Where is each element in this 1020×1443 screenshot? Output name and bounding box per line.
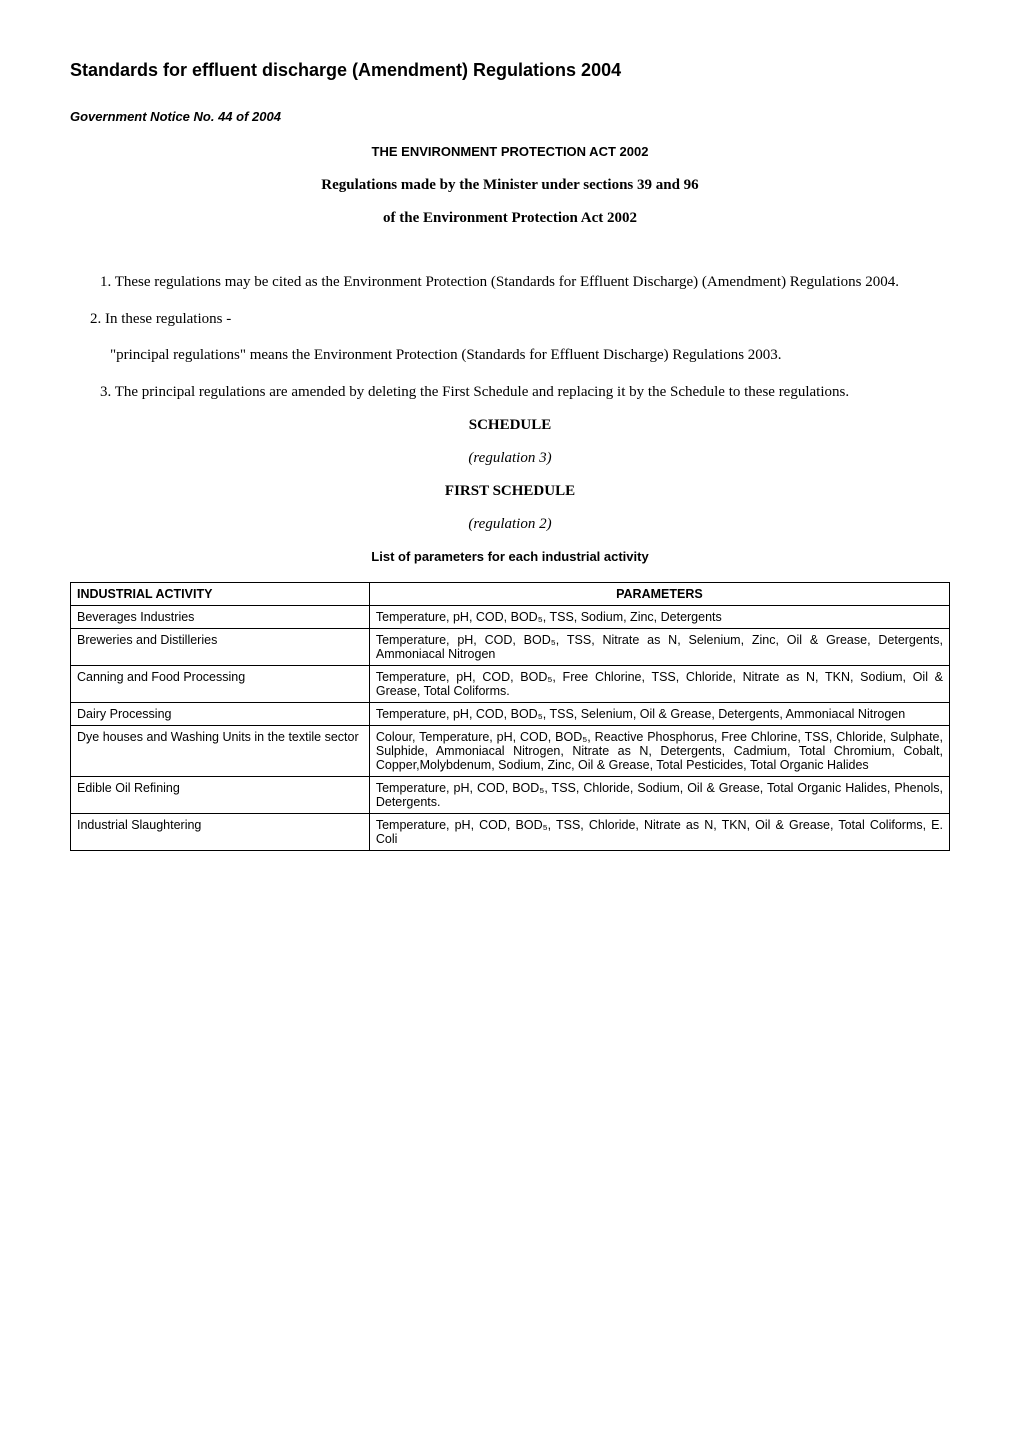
paragraph-1: 1. These regulations may be cited as the… <box>90 271 950 294</box>
activity-cell: Dairy Processing <box>71 703 370 726</box>
params-cell: Colour, Temperature, pH, COD, BOD₅, Reac… <box>369 726 949 777</box>
activity-cell: Dye houses and Washing Units in the text… <box>71 726 370 777</box>
list-heading: List of parameters for each industrial a… <box>70 549 950 564</box>
regulations-line-1: Regulations made by the Minister under s… <box>70 177 950 194</box>
table-row: Dairy Processing Temperature, pH, COD, B… <box>71 703 950 726</box>
params-cell: Temperature, pH, COD, BOD₅, Free Chlorin… <box>369 666 949 703</box>
table-row: Beverages Industries Temperature, pH, CO… <box>71 606 950 629</box>
schedule-heading: SCHEDULE <box>70 417 950 434</box>
schedule-regulation: (regulation 3) <box>70 450 950 467</box>
paragraph-2b: "principal regulations" means the Enviro… <box>70 344 950 367</box>
first-schedule-regulation: (regulation 2) <box>70 516 950 533</box>
government-notice: Government Notice No. 44 of 2004 <box>70 109 950 124</box>
params-cell: Temperature, pH, COD, BOD₅, TSS, Sodium,… <box>369 606 949 629</box>
table-row: Industrial Slaughtering Temperature, pH,… <box>71 814 950 851</box>
activity-cell: Edible Oil Refining <box>71 777 370 814</box>
activity-cell: Breweries and Distilleries <box>71 629 370 666</box>
params-cell: Temperature, pH, COD, BOD₅, TSS, Nitrate… <box>369 629 949 666</box>
paragraph-3: 3. The principal regulations are amended… <box>90 381 950 404</box>
table-header-row: INDUSTRIAL ACTIVITY PARAMETERS <box>71 583 950 606</box>
regulations-line-2: of the Environment Protection Act 2002 <box>70 210 950 227</box>
params-cell: Temperature, pH, COD, BOD₅, TSS, Chlorid… <box>369 814 949 851</box>
activity-cell: Canning and Food Processing <box>71 666 370 703</box>
paragraph-2: 2. In these regulations - <box>70 308 950 331</box>
first-schedule-heading: FIRST SCHEDULE <box>70 483 950 500</box>
params-cell: Temperature, pH, COD, BOD₅, TSS, Chlorid… <box>369 777 949 814</box>
table-row: Dye houses and Washing Units in the text… <box>71 726 950 777</box>
params-cell: Temperature, pH, COD, BOD₅, TSS, Seleniu… <box>369 703 949 726</box>
table-row: Edible Oil Refining Temperature, pH, COD… <box>71 777 950 814</box>
activity-cell: Industrial Slaughtering <box>71 814 370 851</box>
table-row: Breweries and Distilleries Temperature, … <box>71 629 950 666</box>
table-row: Canning and Food Processing Temperature,… <box>71 666 950 703</box>
activity-cell: Beverages Industries <box>71 606 370 629</box>
document-title: Standards for effluent discharge (Amendm… <box>70 60 950 81</box>
act-title: THE ENVIRONMENT PROTECTION ACT 2002 <box>70 144 950 159</box>
parameters-table: INDUSTRIAL ACTIVITY PARAMETERS Beverages… <box>70 582 950 851</box>
header-activity: INDUSTRIAL ACTIVITY <box>71 583 370 606</box>
header-params: PARAMETERS <box>369 583 949 606</box>
